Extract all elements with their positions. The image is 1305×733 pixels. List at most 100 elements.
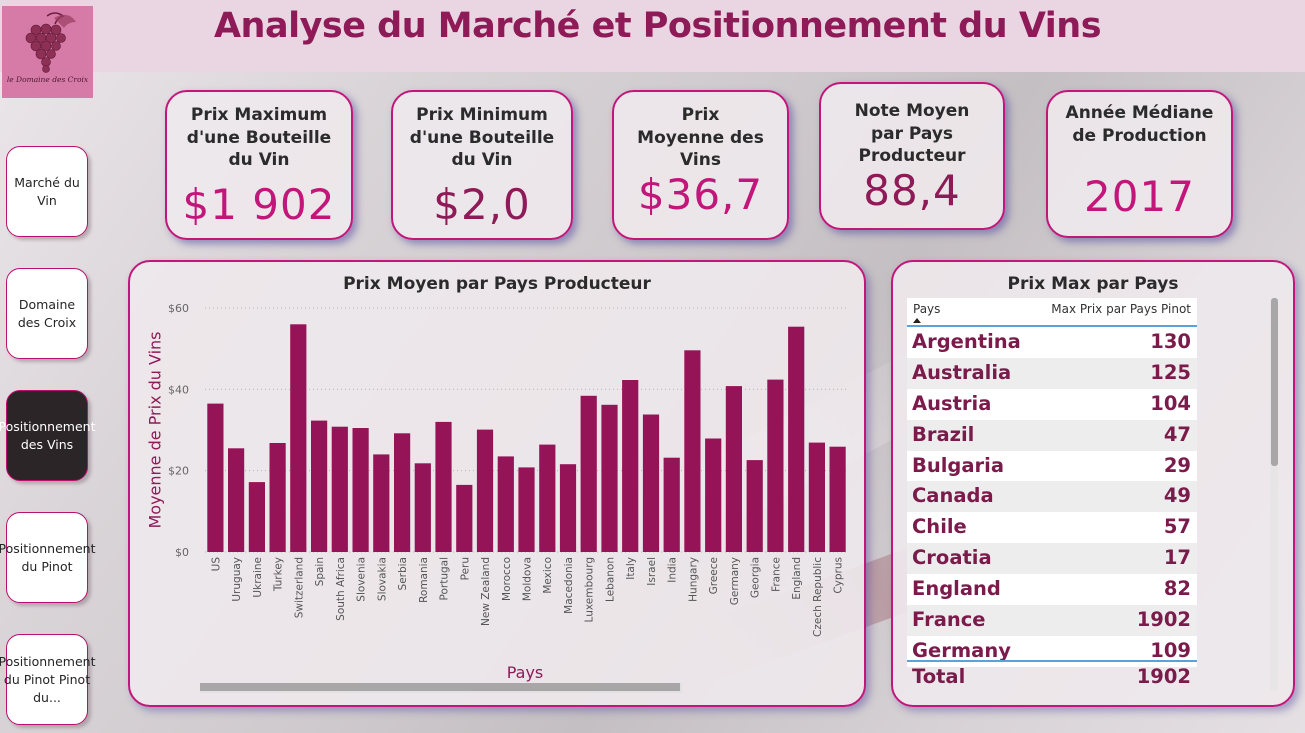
chart-bar[interactable] [435,421,452,552]
x-tick-label: Lebanon [605,557,617,602]
x-tick-label: Turkey [273,557,285,592]
cell-max-prix: 29 [1163,453,1191,477]
table-row[interactable]: Canada 49 [907,481,1197,513]
chart-bar[interactable] [414,463,431,552]
table-header: Pays Max Prix par Pays Pinot [907,298,1197,327]
chart-bar[interactable] [829,446,846,552]
kpi-value: 2017 [1084,172,1195,221]
chart-scrollbar-thumb[interactable] [200,683,680,691]
kpi-card-prix-minimum: Prix Minimum d'une Bouteille du Vin $2,0 [391,90,573,240]
chart-bar[interactable] [622,380,639,552]
chart-bar[interactable] [311,420,328,552]
x-tick-label: Peru [459,557,471,580]
chart-bar[interactable] [601,404,618,552]
brand-logo: le Domaine des Croix [2,6,93,98]
table-row[interactable]: Chile 57 [907,512,1197,544]
chart-bar[interactable] [476,429,494,552]
table-scrollbar-track[interactable] [1270,298,1278,691]
x-tick-label: Israel [646,557,658,586]
x-tick-label: Spain [314,557,326,586]
nav-button-label: Positionnement du Pinot [0,540,96,574]
chart-bar[interactable] [746,460,763,552]
x-tick-label: Italy [625,557,637,580]
kpi-card-note-moyen: Note Moyen par Pays Producteur 88,4 [819,82,1005,230]
chart-bar[interactable] [269,443,286,552]
header-bar [0,0,1305,72]
table-row[interactable]: Germany 109 [907,635,1197,667]
table-row[interactable]: France 1902 [907,605,1197,636]
chart-bar[interactable] [290,324,307,552]
nav-button-positionnement-des-vins[interactable]: Positionnement des Vins [0,390,96,481]
chart-bar[interactable] [539,444,556,552]
chart-bar[interactable] [663,457,680,552]
table-scrollbar-thumb[interactable] [1271,298,1278,466]
logo-text: le Domaine des Croix [6,75,89,84]
table-row[interactable]: Australia 125 [907,357,1197,389]
chart-bar[interactable] [394,433,411,552]
chart-x-axis-title: Pays [506,663,544,682]
chart-bar[interactable] [352,428,369,552]
cell-max-prix: 57 [1163,515,1191,539]
chart-bar[interactable] [808,442,825,552]
x-tick-label: Macedonia [563,557,575,614]
chart-bar[interactable] [788,326,805,552]
chart-bar[interactable] [456,484,473,552]
kpi-title: Prix Maximum d'une Bouteille du Vin [186,105,332,170]
chart-title: Prix Moyen par Pays Producteur [343,274,651,294]
cell-max-prix: 82 [1163,577,1191,601]
kpi-value: $2,0 [433,180,531,229]
table-divider [907,660,1197,662]
nav-button-label: Domaine des Croix [17,296,77,330]
chart-bar[interactable] [580,395,597,552]
table-row[interactable]: Austria 104 [907,388,1197,420]
chart-bar[interactable] [518,467,535,552]
nav-button-label: Marché du Vin [14,174,80,208]
chart-bar[interactable] [331,426,348,552]
column-header-pays[interactable]: Pays [913,302,941,316]
chart-bar[interactable] [705,438,722,553]
nav-button-label: Positionnement du Pinot Pinot du... [0,653,96,705]
chart-bar[interactable] [559,464,577,552]
cell-pays: Germany [912,638,1011,662]
cell-max-prix: 49 [1163,484,1191,508]
cell-pays: Argentina [912,330,1021,353]
chart-bar[interactable] [373,454,390,552]
x-tick-label: Hungary [687,557,699,602]
x-tick-label: Morocco [501,557,513,601]
x-tick-label: Greece [708,557,720,594]
cell-pays: Bulgaria [912,453,1005,477]
table-title: Prix Max par Pays [1007,274,1179,294]
cell-pays: Australia [912,360,1012,384]
nav-button-domaine-des-croix[interactable]: Domaine des Croix [6,268,88,359]
sort-ascending-icon[interactable] [913,318,921,323]
price-table: Pays Max Prix par Pays Pinot Argentina 13… [907,298,1197,691]
chart-bar[interactable] [642,414,660,553]
chart-bar[interactable] [684,350,701,552]
table-row[interactable]: Argentina 130 [907,327,1197,358]
chart-bar[interactable] [497,456,514,552]
chart-bar[interactable] [207,403,224,552]
cell-pays: Canada [912,484,994,508]
x-tick-label: Slovakia [376,557,388,601]
chart-bar[interactable] [248,482,265,552]
total-label: Total [912,665,966,688]
x-tick-label: Switzerland [293,557,305,618]
table-body: Argentina 130 Australia 125 Austria 104 Brazil… [907,327,1197,667]
nav-button-positionnement-du-pinot-pinot[interactable]: Positionnement du Pinot Pinot du... [0,634,96,725]
cell-max-prix: 130 [1150,330,1191,353]
nav-button-positionnement-du-pinot[interactable]: Positionnement du Pinot [0,512,96,603]
table-row[interactable]: England 82 [907,574,1197,606]
table-row[interactable]: Croatia 17 [907,543,1197,575]
table-row[interactable]: Bulgaria 29 [907,450,1197,482]
x-tick-label: Uruguay [231,557,243,602]
x-tick-label: Cyprus [833,557,845,594]
nav-button-marche-du-vin[interactable]: Marché du Vin [6,146,88,237]
kpi-title: Prix Minimum d'une Bouteille du Vin [409,105,555,170]
cell-max-prix: 1902 [1136,608,1191,632]
chart-bar[interactable] [228,448,245,552]
y-tick-label: $20 [168,465,189,478]
column-header-max-prix[interactable]: Max Prix par Pays Pinot [1051,302,1191,316]
chart-bar[interactable] [725,386,742,552]
chart-bar[interactable] [767,379,784,552]
table-row[interactable]: Brazil 47 [907,419,1197,451]
